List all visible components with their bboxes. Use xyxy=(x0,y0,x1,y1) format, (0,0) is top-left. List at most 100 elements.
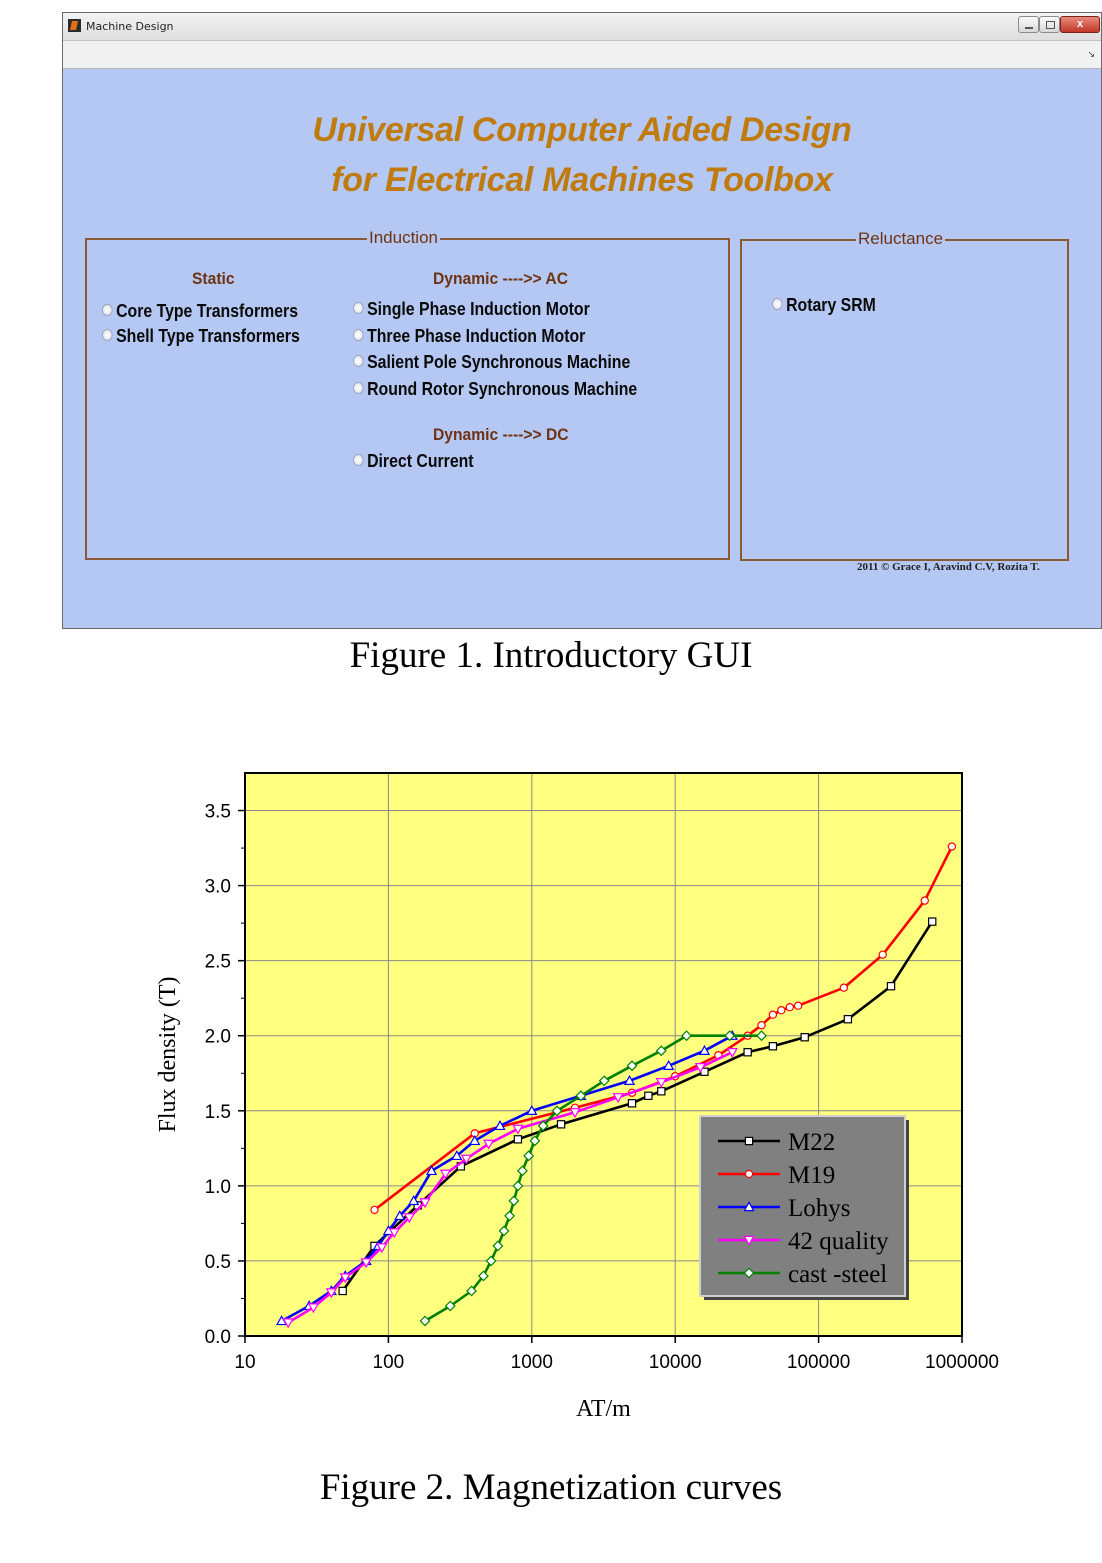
data-point xyxy=(339,1273,351,1284)
legend-label: Lohys xyxy=(788,1195,851,1222)
data-point xyxy=(598,1075,610,1087)
data-point xyxy=(575,1090,587,1102)
data-point xyxy=(477,1270,489,1282)
data-point xyxy=(460,1154,473,1165)
option-salient-pole-synchronous-machine[interactable]: Salient Pole Synchronous Machine xyxy=(353,352,630,373)
data-point xyxy=(403,1213,415,1224)
radio-icon[interactable] xyxy=(353,302,364,314)
option-round-rotor-synchronous-machine[interactable]: Round Rotor Synchronous Machine xyxy=(353,379,637,400)
y-tick-label: 3.0 xyxy=(205,877,231,898)
data-point xyxy=(785,1003,795,1012)
option-three-phase-induction-motor[interactable]: Three Phase Induction Motor xyxy=(353,326,585,347)
dynamic-dc-heading: Dynamic ---->> DC xyxy=(433,425,569,444)
static-heading: Static xyxy=(192,269,235,288)
data-point xyxy=(408,1195,420,1206)
data-point xyxy=(394,1210,406,1221)
plot-frame xyxy=(244,772,963,1337)
radio-icon[interactable] xyxy=(353,454,364,466)
dock-arrow-icon[interactable]: ↘ xyxy=(1087,49,1095,59)
legend-label: 42 quality xyxy=(788,1228,889,1255)
y-axis-title: Flux density (T) xyxy=(155,977,181,1133)
option-rotary-srm[interactable]: Rotary SRM xyxy=(772,295,876,316)
radio-icon[interactable] xyxy=(353,329,364,341)
title-bar[interactable]: Machine Design x xyxy=(63,13,1101,41)
data-point xyxy=(419,1315,431,1327)
data-point xyxy=(338,1286,347,1296)
figure-2-caption: Figure 2. Magnetization curves xyxy=(319,1467,783,1508)
legend-label: M22 xyxy=(788,1129,835,1156)
data-point xyxy=(626,1060,638,1072)
series-42-quality xyxy=(282,1048,738,1329)
dynamic-ac-heading: Dynamic ---->> AC xyxy=(433,269,568,288)
radio-icon[interactable] xyxy=(102,304,113,316)
data-point xyxy=(370,1205,379,1215)
data-point xyxy=(569,1108,581,1119)
data-point xyxy=(529,1135,541,1147)
window-title: Machine Design xyxy=(86,20,174,33)
data-point xyxy=(655,1045,667,1057)
y-tick-label: 0.5 xyxy=(205,1252,231,1273)
data-point xyxy=(743,1048,752,1057)
option-core-type-transformers[interactable]: Core Type Transformers xyxy=(102,301,298,322)
data-point xyxy=(743,1201,755,1212)
option-label: Single Phase Induction Motor xyxy=(367,299,590,319)
data-point xyxy=(551,1105,563,1117)
data-point xyxy=(512,1124,524,1135)
series-m22 xyxy=(338,917,937,1296)
x-tick-label: 100 xyxy=(373,1352,405,1373)
minimize-button[interactable] xyxy=(1018,16,1039,33)
x-tick-label: 1000000 xyxy=(925,1352,999,1373)
data-point xyxy=(444,1300,456,1312)
data-point xyxy=(756,1030,767,1042)
option-label: Salient Pole Synchronous Machine xyxy=(367,352,631,372)
radio-icon[interactable] xyxy=(353,355,364,367)
induction-panel: Induction Static Core Type Transformers … xyxy=(85,228,730,560)
data-point xyxy=(612,1093,624,1104)
data-point xyxy=(743,1235,755,1246)
copyright-text: 2011 © Grace I, Aravind C.V, Rozita T. xyxy=(857,561,1040,573)
data-point xyxy=(878,950,887,959)
y-tick-label: 1.5 xyxy=(205,1102,231,1123)
y-tick-label: 3.5 xyxy=(205,802,231,823)
data-point xyxy=(839,983,849,992)
heading-line-2: for Electrical Machines Toolbox xyxy=(331,161,833,199)
magnetization-chart: 10 100 1000 10000 100000 1000000 0.0 0.5 1.0 1.5 2… xyxy=(155,772,999,1422)
data-point xyxy=(439,1169,452,1180)
data-point xyxy=(325,1288,337,1299)
data-point xyxy=(724,1030,736,1042)
option-label: Shell Type Transformers xyxy=(116,326,300,346)
data-point xyxy=(663,1059,675,1070)
data-point xyxy=(726,1048,738,1059)
data-point xyxy=(376,1243,388,1254)
data-point xyxy=(744,1136,754,1146)
radio-icon[interactable] xyxy=(772,298,783,310)
data-point xyxy=(947,842,957,851)
data-point xyxy=(537,1120,549,1132)
data-point xyxy=(556,1120,566,1129)
maximize-button[interactable] xyxy=(1039,16,1060,33)
radio-icon[interactable] xyxy=(102,329,113,341)
close-button[interactable]: x xyxy=(1060,16,1100,33)
reluctance-panel: Reluctance Rotary SRM xyxy=(740,229,1069,561)
data-point xyxy=(388,1228,400,1239)
data-point xyxy=(694,1063,707,1074)
data-point xyxy=(644,1091,653,1100)
option-single-phase-induction-motor[interactable]: Single Phase Induction Motor xyxy=(353,299,590,320)
option-label: Three Phase Induction Motor xyxy=(367,326,586,346)
data-point xyxy=(843,1015,853,1024)
data-point xyxy=(512,1180,524,1192)
y-tick-label: 1.0 xyxy=(205,1177,231,1198)
data-point xyxy=(523,1150,535,1162)
x-tick-label: 10000 xyxy=(649,1352,702,1373)
data-point xyxy=(498,1225,510,1237)
option-label: Rotary SRM xyxy=(786,295,876,315)
data-point xyxy=(928,917,937,926)
reluctance-panel-title: Reluctance xyxy=(856,229,946,249)
x-tick-label: 1000 xyxy=(511,1352,553,1373)
option-shell-type-transformers[interactable]: Shell Type Transformers xyxy=(102,326,300,347)
induction-panel-title: Induction xyxy=(367,228,440,248)
option-direct-current[interactable]: Direct Current xyxy=(353,451,474,472)
data-point xyxy=(886,981,896,991)
radio-icon[interactable] xyxy=(353,382,364,394)
data-point xyxy=(360,1258,372,1269)
